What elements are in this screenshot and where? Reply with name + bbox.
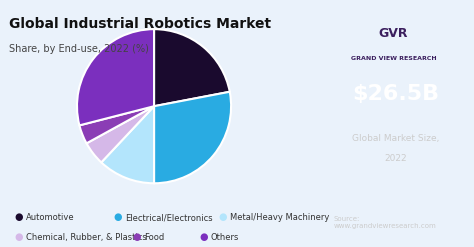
Text: Source:
www.grandviewresearch.com: Source: www.grandviewresearch.com <box>333 216 436 229</box>
Text: Chemical, Rubber, & Plastics: Chemical, Rubber, & Plastics <box>26 233 147 242</box>
Text: ●: ● <box>218 212 227 222</box>
Text: Automotive: Automotive <box>26 213 75 222</box>
Text: Metal/Heavy Machinery: Metal/Heavy Machinery <box>230 213 329 222</box>
Wedge shape <box>87 106 154 162</box>
Text: Global Industrial Robotics Market: Global Industrial Robotics Market <box>9 17 272 31</box>
Wedge shape <box>154 29 230 106</box>
Text: ●: ● <box>114 212 122 222</box>
Text: Others: Others <box>211 233 239 242</box>
Text: ●: ● <box>133 232 141 242</box>
Text: GVR: GVR <box>379 27 408 40</box>
Text: ●: ● <box>199 232 208 242</box>
Wedge shape <box>101 106 154 183</box>
Text: GRAND VIEW RESEARCH: GRAND VIEW RESEARCH <box>351 56 436 61</box>
Wedge shape <box>80 106 154 143</box>
Wedge shape <box>77 29 154 125</box>
Text: Global Market Size,: Global Market Size, <box>352 134 439 143</box>
Text: ●: ● <box>14 232 23 242</box>
Text: 2022: 2022 <box>384 154 407 163</box>
Text: ●: ● <box>14 212 23 222</box>
Text: Food: Food <box>145 233 165 242</box>
Wedge shape <box>154 92 231 183</box>
Text: Electrical/Electronics: Electrical/Electronics <box>126 213 213 222</box>
Text: $26.5B: $26.5B <box>352 84 439 104</box>
Text: Share, by End-use, 2022 (%): Share, by End-use, 2022 (%) <box>9 44 149 54</box>
